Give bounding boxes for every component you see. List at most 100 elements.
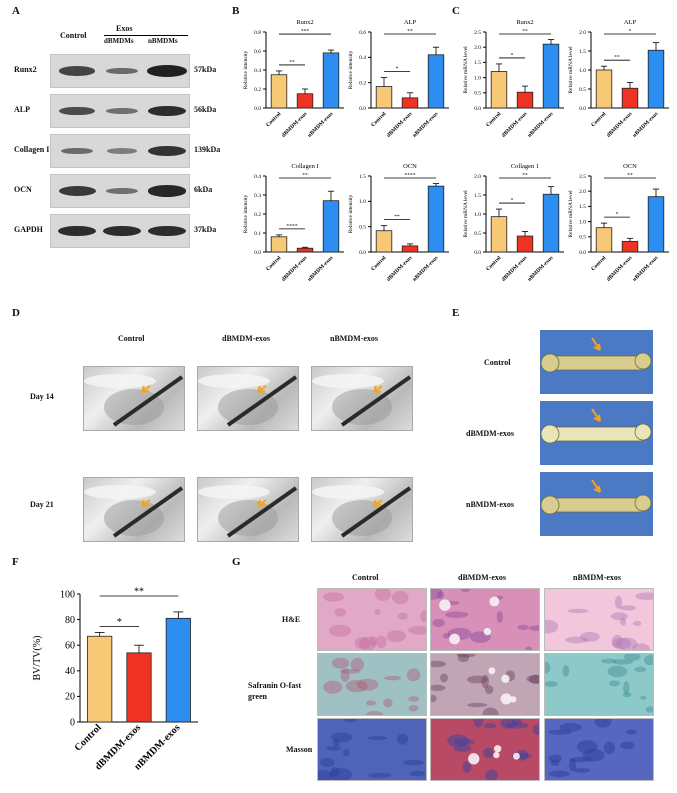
wb-kda-label: 56kDa	[194, 105, 217, 114]
wb-kda-label: 37kDa	[194, 225, 217, 234]
histology-texture	[323, 657, 421, 715]
panel-letter-c: C	[452, 5, 460, 17]
tissue-structure	[622, 692, 632, 698]
tissue-structure	[632, 621, 642, 626]
tissue-structure	[610, 612, 628, 621]
intramedullary-pin	[340, 486, 412, 538]
tissue-structure	[569, 757, 592, 763]
tissue-structure	[545, 681, 558, 688]
gross-row-control: Control	[484, 358, 511, 367]
fracture-arrow-icon	[141, 385, 151, 393]
x-tick-label: nBMDM-exos	[632, 255, 660, 283]
y-tick-label: 0.0	[254, 250, 261, 256]
tissue-structure	[442, 632, 451, 639]
histo-col-nbmdm: nBMDM-exos	[573, 573, 621, 582]
y-tick-label: 0.2	[254, 212, 261, 218]
tissue-structure	[485, 685, 494, 695]
tissue-structure	[391, 591, 409, 605]
tissue-structure	[616, 637, 638, 650]
y-tick-label: 2.0	[579, 30, 586, 36]
histo-row-safranin: Safranin O-fast green	[248, 681, 302, 701]
tissue-structure	[359, 636, 377, 650]
tissue-structure	[333, 738, 340, 747]
sig-label: **	[614, 55, 620, 61]
tissue-structure	[331, 657, 350, 669]
wb-band-box	[50, 134, 190, 168]
sig-label: **	[522, 29, 528, 35]
xray-image	[311, 477, 413, 542]
tissue-structure	[369, 636, 377, 647]
tissue-structure	[612, 659, 634, 665]
tissue-structure	[374, 589, 392, 601]
tissue-structure	[329, 768, 353, 780]
tissue-structure	[548, 770, 570, 778]
x-tick-label: Control	[73, 722, 104, 753]
bar	[401, 245, 419, 253]
fracture-arrow-icon	[591, 337, 601, 351]
intramedullary-pin	[112, 486, 184, 538]
bar	[401, 97, 419, 109]
sig-label: *	[396, 66, 399, 72]
wb-row-label: ALP	[14, 105, 30, 114]
x-tick-label: nBMDM-exos	[412, 255, 440, 283]
vacuole	[439, 599, 451, 611]
bar	[595, 69, 613, 109]
vacuole	[493, 745, 502, 753]
x-tick-label: dBMDM-exos	[386, 255, 414, 283]
wb-band	[59, 106, 95, 116]
tissue-structure	[625, 729, 637, 735]
x-tick-label: nBMDM-exos	[527, 111, 555, 139]
tissue-structure	[440, 673, 448, 683]
y-tick-label: 0.1	[254, 231, 261, 237]
y-tick-label: 0.5	[359, 225, 366, 231]
tissue-structure	[559, 723, 582, 732]
y-axis-label: Relative intensity	[348, 50, 354, 89]
y-tick-label: 2.0	[579, 189, 586, 195]
chart-b-runx2: Runx2 0.0 0.2 0.4 0.6 0.8 Relative intensity Co…	[243, 19, 344, 139]
x-tick-label: dBMDM-exos	[281, 111, 309, 139]
tissue-structure	[517, 624, 529, 630]
sig-label: **	[134, 587, 144, 598]
tissue-structure	[340, 668, 350, 682]
chart-f-bvtv: 020406080100BV/TV(%)ControldBMDM-exosnBM…	[32, 587, 198, 773]
x-tick-label: Control	[590, 111, 607, 128]
tissue-structure	[545, 619, 559, 634]
sig-label: **	[407, 29, 413, 35]
fracture-arrow-icon	[591, 408, 601, 422]
y-tick-label: 2.0	[474, 45, 481, 51]
fracture-arrow-icon	[257, 385, 267, 393]
tissue-structure	[565, 636, 589, 644]
wb-band	[59, 66, 95, 76]
y-tick-label: 0.2	[254, 87, 261, 93]
chart-c-runx2: Runx2 0.0 0.5 1.0 1.5 2.0 2.5 Relative mRNA lev…	[463, 19, 564, 139]
femur-shadow	[84, 374, 156, 388]
wb-band	[147, 65, 187, 77]
tissue-structure	[620, 617, 627, 626]
femur-head	[540, 495, 560, 515]
fracture-arrow-icon	[373, 385, 383, 393]
wb-band	[58, 186, 96, 196]
vacuole	[500, 693, 512, 705]
panel-letter-e: E	[452, 307, 460, 319]
y-tick-label: 1.5	[359, 174, 366, 180]
panel-letter-d: D	[12, 307, 20, 319]
tissue-structure	[431, 684, 446, 692]
tissue-structure	[623, 654, 641, 661]
chart-title: Collagen I	[291, 163, 318, 170]
exos-group-header: Exos	[116, 24, 133, 33]
tissue-structure	[619, 605, 636, 611]
intramedullary-pin	[340, 375, 412, 427]
tissue-structure	[611, 634, 623, 648]
xray-image	[197, 477, 299, 542]
y-axis-label: Relative intensity	[243, 194, 249, 233]
tissue-structure	[397, 612, 408, 620]
wb-band-box	[50, 214, 190, 248]
tissue-structure	[580, 631, 600, 642]
histology-image	[317, 588, 427, 651]
gross-specimen-image	[540, 472, 653, 536]
tissue-structure	[594, 719, 612, 728]
femur-shaft	[545, 497, 647, 513]
x-tick-label: Control	[265, 111, 282, 128]
tissue-structure	[643, 654, 653, 666]
tissue-structure	[420, 610, 426, 623]
